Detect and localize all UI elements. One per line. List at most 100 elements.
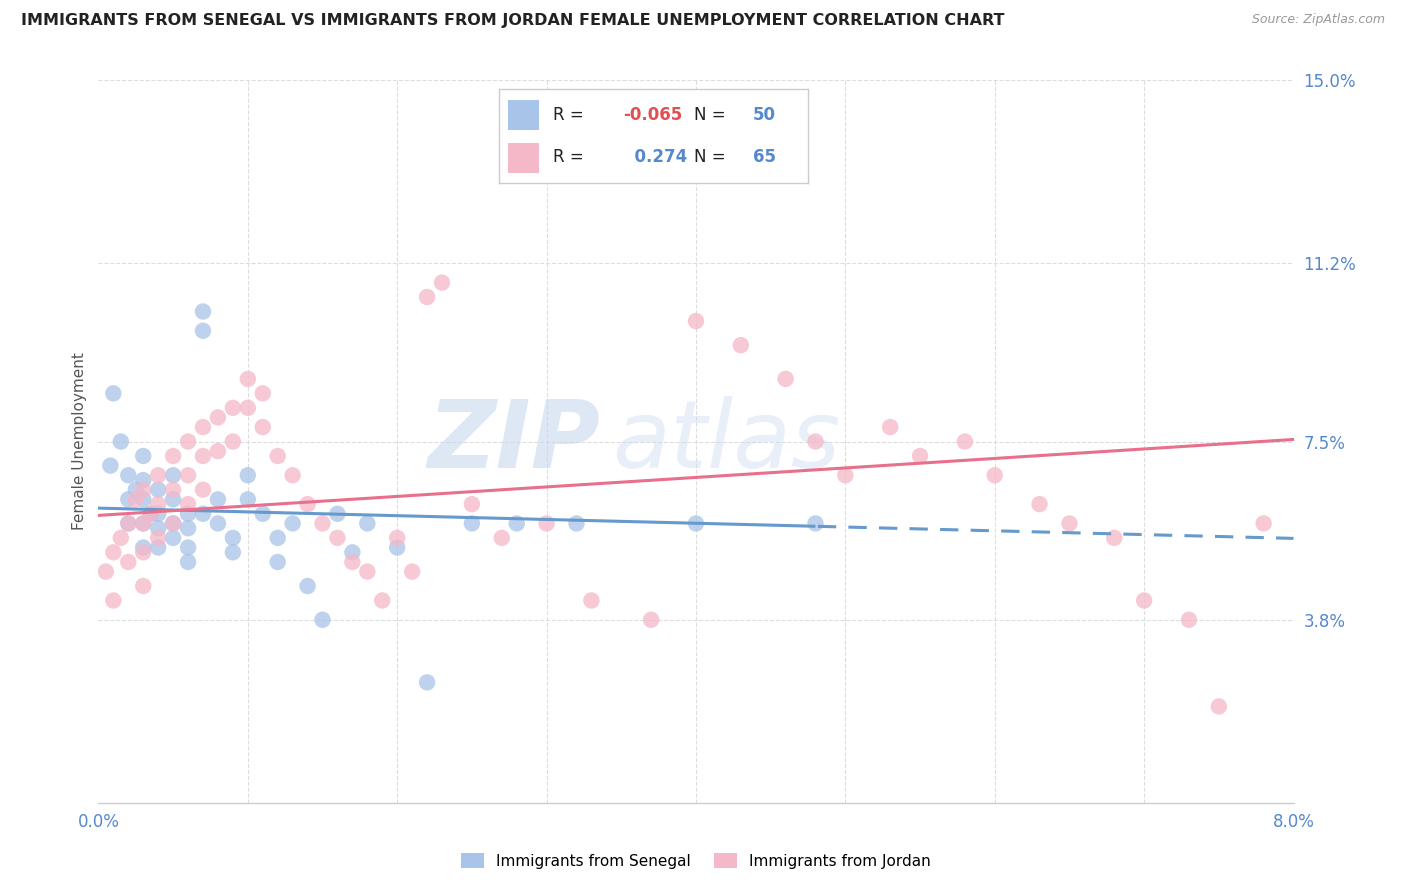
Point	[148, 507, 170, 521]
Point	[416, 675, 439, 690]
Point	[191, 304, 214, 318]
Point	[1178, 613, 1201, 627]
Point	[385, 541, 409, 555]
Point	[117, 468, 139, 483]
Point	[267, 449, 290, 463]
Point	[117, 516, 139, 531]
Point	[132, 449, 155, 463]
Point	[103, 545, 125, 559]
Point	[640, 613, 662, 627]
Point	[207, 444, 229, 458]
Point	[461, 497, 484, 511]
Point	[177, 521, 200, 535]
Point	[162, 492, 184, 507]
Point	[125, 492, 148, 507]
Point	[222, 401, 245, 415]
Point	[804, 434, 827, 449]
Point	[139, 507, 162, 521]
Point	[565, 516, 588, 531]
Point	[222, 531, 245, 545]
Point	[94, 565, 117, 579]
Point	[267, 555, 290, 569]
Point	[162, 531, 184, 545]
Point	[148, 531, 170, 545]
Point	[297, 497, 319, 511]
Point	[342, 545, 364, 559]
Point	[834, 468, 856, 483]
Point	[581, 593, 603, 607]
Point	[730, 338, 752, 352]
Point	[177, 497, 200, 511]
Point	[117, 492, 139, 507]
Point	[1253, 516, 1275, 531]
Point	[356, 516, 378, 531]
Point	[191, 507, 214, 521]
Point	[371, 593, 394, 607]
Point	[148, 468, 170, 483]
Point	[252, 420, 274, 434]
Point	[236, 401, 259, 415]
Point	[430, 276, 453, 290]
Text: atlas: atlas	[613, 396, 841, 487]
Text: N =: N =	[695, 106, 731, 124]
Point	[326, 507, 349, 521]
Point	[132, 545, 155, 559]
Text: 50: 50	[752, 106, 776, 124]
Point	[191, 449, 214, 463]
Point	[207, 492, 229, 507]
Point	[804, 516, 827, 531]
Point	[236, 492, 259, 507]
Point	[1028, 497, 1050, 511]
Point	[103, 386, 125, 401]
Point	[132, 492, 155, 507]
Point	[311, 516, 333, 531]
Point	[685, 516, 707, 531]
Point	[162, 483, 184, 497]
Point	[385, 531, 409, 545]
Point	[342, 555, 364, 569]
Point	[98, 458, 122, 473]
Point	[879, 420, 901, 434]
Point	[132, 483, 155, 497]
Text: -0.065: -0.065	[623, 106, 682, 124]
Point	[1104, 531, 1126, 545]
Point	[148, 483, 170, 497]
Point	[908, 449, 931, 463]
Bar	[509, 143, 540, 173]
Point	[1059, 516, 1081, 531]
Point	[281, 468, 304, 483]
Point	[162, 516, 184, 531]
Point	[222, 545, 245, 559]
Point	[177, 541, 200, 555]
Point	[267, 531, 290, 545]
Text: R =: R =	[554, 106, 589, 124]
Point	[984, 468, 1007, 483]
Point	[191, 420, 214, 434]
Point	[401, 565, 423, 579]
Point	[177, 434, 200, 449]
Point	[536, 516, 558, 531]
Point	[132, 516, 155, 531]
Text: N =: N =	[695, 148, 731, 166]
Point	[311, 613, 333, 627]
Point	[685, 314, 707, 328]
Point	[139, 507, 162, 521]
Point	[110, 531, 132, 545]
Point	[326, 531, 349, 545]
Point	[117, 516, 139, 531]
Point	[281, 516, 304, 531]
Legend: Immigrants from Senegal, Immigrants from Jordan: Immigrants from Senegal, Immigrants from…	[456, 847, 936, 875]
Point	[110, 434, 132, 449]
Point	[177, 507, 200, 521]
Point	[297, 579, 319, 593]
Point	[191, 324, 214, 338]
Point	[177, 555, 200, 569]
Point	[117, 555, 139, 569]
Point	[132, 516, 155, 531]
Point	[775, 372, 797, 386]
Point	[177, 468, 200, 483]
Point	[416, 290, 439, 304]
Point	[148, 521, 170, 535]
Point	[222, 434, 245, 449]
Point	[148, 497, 170, 511]
